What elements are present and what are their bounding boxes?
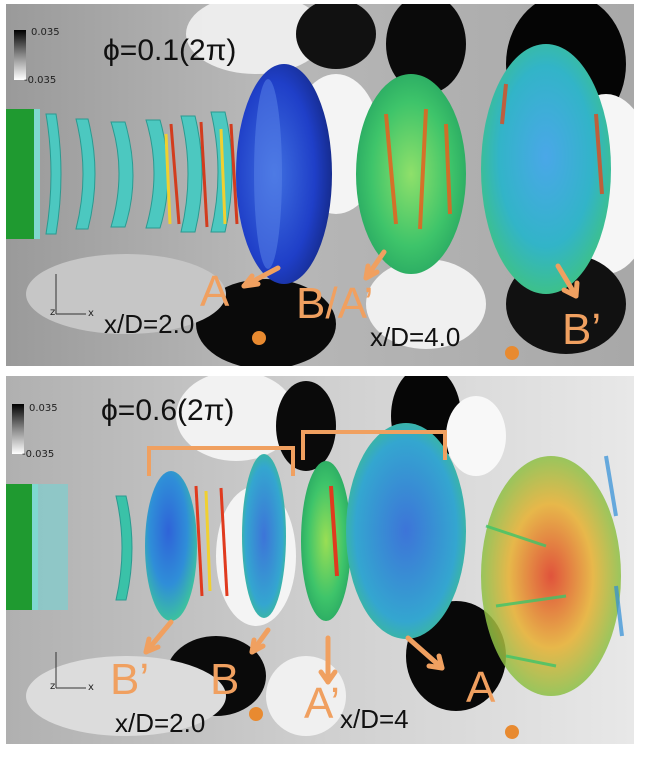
axis-z-label: z <box>50 307 56 318</box>
axis-z-label: z <box>50 681 56 692</box>
label-a-prime: A’ <box>304 679 340 728</box>
bottom-panel: ϕ=0.6(2π) 0.035 -0.035 z x x/D=2.0 x/D=4… <box>6 376 634 744</box>
location-marker <box>505 346 519 360</box>
annotation-arrows <box>143 619 445 685</box>
phase-label: ϕ=0.6(2π) <box>101 394 235 427</box>
top-panel: ϕ=0.1(2π) 0.035 -0.035 z x x/D=2.0 x/D=4… <box>6 4 634 366</box>
annotation-arrows <box>241 249 580 299</box>
label-b-a-prime: B/A’ <box>296 279 374 328</box>
phase-label: ϕ=0.1(2π) <box>103 34 237 67</box>
label-b-prime: B’ <box>110 655 150 704</box>
location-label-1: x/D=2.0 <box>104 309 195 339</box>
label-b-prime: B’ <box>562 305 602 354</box>
colorbar <box>12 404 24 454</box>
label-a: A <box>466 663 496 712</box>
axis-triad-icon <box>55 652 86 689</box>
location-marker <box>505 725 519 739</box>
colorbar-min-label: -0.035 <box>22 449 55 460</box>
location-label-1: x/D=2.0 <box>115 708 206 738</box>
label-b: B <box>210 655 240 704</box>
location-label-2: x/D=4 <box>340 704 409 734</box>
axis-x-label: x <box>88 308 94 319</box>
colorbar-min-label: -0.035 <box>24 75 57 86</box>
location-marker <box>249 707 263 721</box>
location-marker <box>252 331 266 345</box>
axis-triad-icon <box>55 274 86 315</box>
label-a: A <box>200 267 230 316</box>
axis-x-label: x <box>88 682 94 693</box>
colorbar-max-label: 0.035 <box>29 403 58 414</box>
bottom-flow-visualization <box>6 376 634 744</box>
top-flow-visualization <box>6 4 634 366</box>
colorbar-max-label: 0.035 <box>31 27 60 38</box>
colorbar <box>14 30 26 80</box>
region-brackets <box>147 430 447 476</box>
location-label-2: x/D=4.0 <box>370 322 461 352</box>
